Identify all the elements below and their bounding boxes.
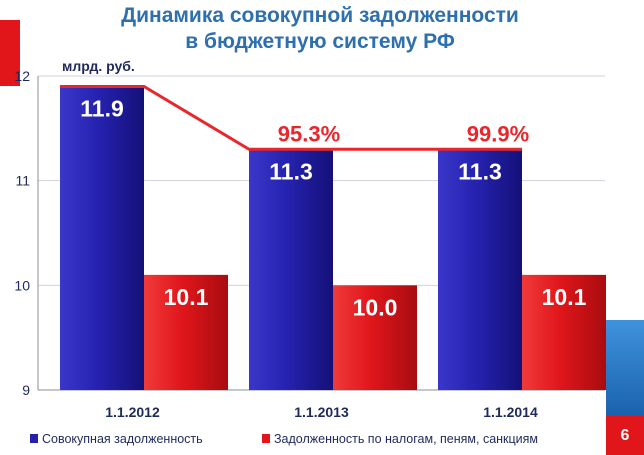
data-label-series-2-1.1.2013: 10.0 (353, 294, 398, 320)
bar-series-2-1.1.2012 (144, 274, 228, 390)
bars-layer (60, 86, 606, 390)
legend-label-series-2: Задолженность по налогам, пеням, санкция… (274, 432, 538, 446)
y-tick-label-10: 10 (14, 277, 30, 293)
bar-series-1-1.1.2013 (249, 149, 333, 390)
bar-series-2-1.1.2013 (333, 285, 417, 390)
percent-label-1.1.2013: 95.3% (278, 121, 340, 146)
right-accent-blue (606, 320, 644, 415)
trend-line (60, 84, 522, 151)
unit-label: млрд. руб. (62, 58, 135, 74)
data-label-series-1-1.1.2013: 11.3 (269, 158, 313, 184)
data-label-series-1-1.1.2012: 11.9 (80, 95, 124, 121)
data-label-series-2-1.1.2014: 10.1 (542, 284, 587, 310)
percent-label-1.1.2014: 99.9% (467, 121, 529, 146)
legend-swatch-series-1 (30, 434, 38, 443)
chart-title-line-2: в бюджетную систему РФ (185, 30, 455, 53)
data-label-series-1-1.1.2014: 11.3 (458, 158, 502, 184)
data-label-series-2-1.1.2012: 10.1 (164, 284, 209, 310)
labels-layer: 11.9 10.1 11.3 10.0 11.3 10.1 95.3% 99.9% (80, 95, 586, 320)
x-category-label-1.1.2012: 1.1.2012 (105, 404, 160, 420)
left-accent-bar (0, 20, 20, 86)
x-category-label-1.1.2013: 1.1.2013 (294, 404, 349, 420)
y-tick-label-11: 11 (15, 173, 30, 189)
chart-title-line-1: Динамика совокупной задолженности (121, 4, 519, 27)
page-number: 6 (621, 427, 630, 444)
bar-series-2-1.1.2014 (522, 274, 606, 390)
bar-series-1-1.1.2014 (438, 149, 522, 390)
y-tick-label-12: 12 (14, 68, 30, 84)
bar-series-1-1.1.2012 (60, 86, 144, 390)
legend: Совокупная задолженность Задолженность п… (30, 432, 538, 446)
legend-label-series-1: Совокупная задолженность (42, 432, 203, 446)
right-accent-red (606, 415, 644, 455)
legend-swatch-series-2 (262, 434, 270, 443)
trend-layer (60, 84, 522, 151)
y-tick-label-9: 9 (22, 382, 30, 398)
x-category-label-1.1.2014: 1.1.2014 (483, 404, 538, 420)
